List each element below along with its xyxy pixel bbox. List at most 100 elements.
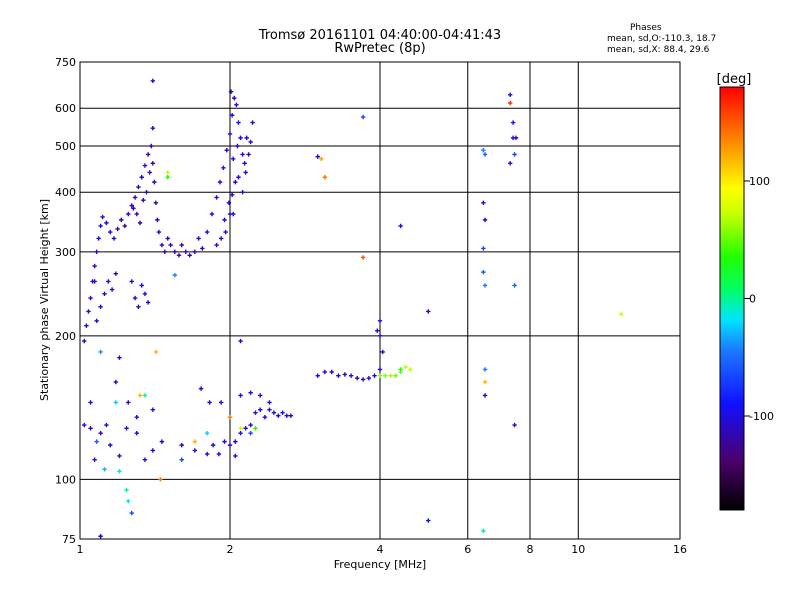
- data-point: [165, 236, 170, 241]
- data-point: [145, 300, 151, 305]
- data-point: [322, 175, 328, 180]
- data-point: [179, 442, 184, 448]
- data-point: [207, 400, 212, 405]
- data-point: [481, 147, 486, 153]
- phase-o-stats: mean, sd,O:-110.3, 18.7: [607, 34, 717, 44]
- data-point: [329, 369, 334, 375]
- data-point: [481, 200, 486, 206]
- data-point: [126, 400, 131, 405]
- data-point: [507, 161, 513, 166]
- data-point: [243, 170, 248, 175]
- data-point: [94, 249, 99, 255]
- data-point: [482, 283, 488, 288]
- data-point: [158, 477, 163, 482]
- data-point: [117, 355, 122, 360]
- x-tick-label: 2: [227, 543, 234, 556]
- data-point: [403, 364, 408, 370]
- data-point: [108, 229, 113, 235]
- data-point: [214, 242, 219, 248]
- data-point: [102, 291, 107, 296]
- data-point: [360, 114, 366, 120]
- data-point: [512, 422, 517, 428]
- data-point: [104, 220, 109, 226]
- data-point: [98, 534, 103, 539]
- data-point: [267, 407, 272, 412]
- data-point: [217, 179, 223, 185]
- data-point: [246, 152, 251, 157]
- data-point: [142, 457, 148, 462]
- data-point: [179, 457, 184, 462]
- data-point: [258, 393, 263, 398]
- data-point: [92, 263, 97, 269]
- data-point: [210, 442, 216, 448]
- data-point: [426, 309, 431, 314]
- y-tick-label: 400: [55, 186, 76, 199]
- data-point: [205, 430, 210, 436]
- data-point: [136, 304, 141, 310]
- data-point: [88, 295, 93, 301]
- data-point: [149, 143, 154, 149]
- data-point: [240, 152, 245, 157]
- data-point: [134, 430, 139, 436]
- data-point: [226, 200, 232, 206]
- data-point: [134, 211, 139, 217]
- data-point: [141, 197, 146, 203]
- data-point: [231, 211, 236, 217]
- data-point: [98, 223, 103, 229]
- data-point: [512, 283, 517, 288]
- chart-title-line2: RwPretec (8p): [334, 41, 426, 56]
- data-point: [129, 203, 134, 208]
- data-point: [82, 338, 87, 344]
- data-point: [196, 236, 201, 241]
- data-point: [126, 499, 131, 504]
- data-point: [150, 448, 156, 453]
- data-point: [426, 518, 431, 523]
- data-point: [137, 220, 143, 226]
- data-point: [238, 338, 243, 344]
- colorbar-tick-label: -100: [749, 410, 774, 423]
- data-point: [250, 120, 255, 125]
- data-point: [355, 375, 360, 381]
- data-point: [267, 400, 272, 405]
- data-point: [258, 407, 263, 412]
- data-point: [113, 379, 119, 385]
- data-point: [218, 400, 224, 405]
- data-point: [507, 100, 513, 106]
- data-point: [482, 393, 488, 398]
- data-point: [192, 249, 198, 255]
- data-point: [205, 451, 210, 457]
- data-point: [248, 430, 253, 436]
- data-point: [129, 510, 134, 516]
- data-point: [153, 349, 159, 355]
- data-point: [360, 255, 366, 260]
- data-point: [242, 161, 247, 166]
- data-point: [152, 179, 157, 185]
- x-tick-label: 4: [377, 543, 384, 556]
- data-point: [507, 92, 513, 98]
- data-point: [238, 393, 243, 398]
- data-point: [82, 422, 87, 428]
- colorbar-unit: [deg]: [717, 72, 752, 87]
- data-point: [109, 287, 115, 292]
- data-point: [377, 367, 383, 372]
- data-point: [126, 211, 131, 217]
- data-point: [144, 190, 149, 195]
- phases-title: Phases: [630, 23, 662, 33]
- colorbar-ticks: 100 0 -100: [744, 175, 774, 423]
- data-point: [238, 430, 243, 436]
- data-point: [380, 349, 385, 355]
- data-point: [102, 467, 107, 472]
- chart-title-line1: Tromsø 20161101 04:40:00-04:41:43: [258, 28, 502, 43]
- y-tick-label: 500: [55, 140, 76, 153]
- data-point: [322, 369, 328, 375]
- data-point: [235, 143, 240, 149]
- data-point: [360, 377, 366, 382]
- data-point: [96, 236, 101, 241]
- y-axis-label: Stationary phase Virtual Height [km]: [38, 199, 51, 401]
- data-point: [94, 439, 99, 444]
- data-point: [106, 279, 111, 284]
- data-point: [253, 426, 258, 431]
- data-point: [129, 279, 134, 284]
- data-point: [131, 206, 136, 211]
